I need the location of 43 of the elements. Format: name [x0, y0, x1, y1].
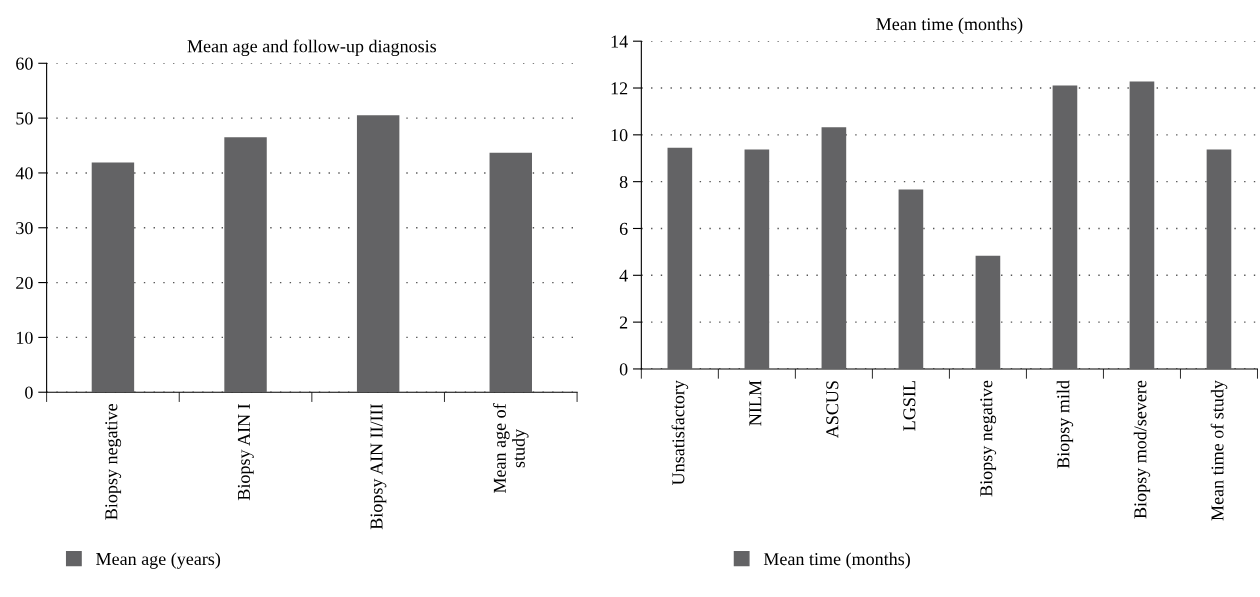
- bar: [489, 152, 532, 393]
- y-tick-label: 14: [611, 35, 628, 48]
- x-tick-label: NILM: [749, 380, 762, 426]
- bar: [91, 162, 135, 393]
- legend-label: Mean age (years): [96, 552, 221, 569]
- x-tick-label: Biopsy negative: [980, 380, 997, 497]
- y-tick-label: 30: [16, 222, 33, 235]
- chart-title: Mean time (months): [876, 17, 1023, 34]
- y-tick-label: 40: [15, 167, 33, 180]
- bar: [1129, 81, 1155, 369]
- y-tick-label: 10: [611, 129, 628, 142]
- y-tick-label: 20: [16, 276, 33, 290]
- x-tick-label: Biopsy AIN I: [237, 403, 254, 501]
- bar: [975, 255, 1001, 369]
- x-tick-label: Mean age of study: [493, 403, 529, 494]
- x-tick-label: Biopsy mod/severe: [1133, 380, 1151, 519]
- y-tick-label: 8: [619, 175, 628, 189]
- y-tick-label: 60: [16, 57, 33, 70]
- y-tick-label: 0: [619, 363, 628, 376]
- x-tick-label: Unsatisfactory: [671, 380, 689, 485]
- y-tick-label: 10: [16, 331, 33, 344]
- y-tick-label: 12: [611, 82, 628, 95]
- bar: [898, 189, 924, 369]
- y-tick-label: 4: [619, 269, 628, 282]
- bar: [744, 149, 770, 369]
- y-tick-label: 0: [25, 386, 33, 399]
- y-tick-label: 2: [619, 316, 628, 329]
- bar: [356, 115, 400, 393]
- x-tick-label: Biopsy negative: [105, 403, 122, 520]
- legend-label: Mean time (months): [763, 552, 910, 569]
- x-tick-label: ASCUS: [826, 381, 839, 439]
- y-tick-label: 6: [619, 222, 628, 235]
- chart-title: Mean age and follow-up diagnosis: [187, 39, 437, 57]
- x-tick-label: Biopsy AIN II/III: [370, 403, 387, 530]
- x-tick-label: LGSIL: [903, 381, 916, 431]
- bar: [1206, 149, 1232, 369]
- x-tick-label: Mean time of study: [1210, 380, 1228, 521]
- bar: [667, 147, 693, 369]
- y-tick-label: 50: [16, 112, 33, 125]
- bar: [1052, 85, 1078, 369]
- bar: [224, 137, 267, 393]
- bar: [821, 127, 847, 369]
- x-tick-label: Biopsy mild: [1056, 380, 1074, 469]
